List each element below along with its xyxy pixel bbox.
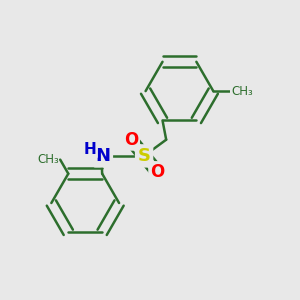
Text: H: H [84,142,97,157]
Text: CH₃: CH₃ [37,153,59,166]
Text: N: N [95,147,110,165]
Text: O: O [124,131,138,149]
Text: O: O [150,163,164,181]
Text: S: S [138,147,151,165]
Text: CH₃: CH₃ [231,85,253,98]
